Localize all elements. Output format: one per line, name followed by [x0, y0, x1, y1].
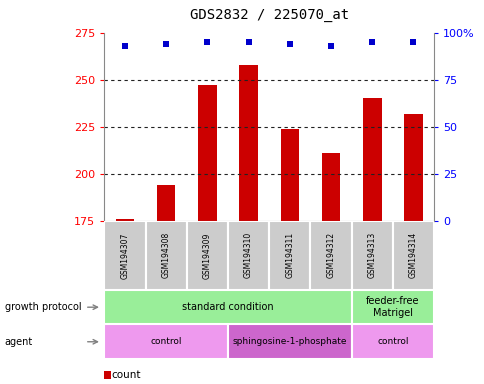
Text: standard condition: standard condition [182, 302, 273, 312]
Text: GDS2832 / 225070_at: GDS2832 / 225070_at [189, 8, 348, 22]
Text: agent: agent [5, 337, 33, 347]
Text: GSM194312: GSM194312 [326, 232, 335, 278]
Point [203, 39, 211, 45]
Text: GSM194307: GSM194307 [120, 232, 129, 278]
Text: GSM194308: GSM194308 [161, 232, 170, 278]
Text: feeder-free
Matrigel: feeder-free Matrigel [365, 296, 419, 318]
Text: GSM194310: GSM194310 [243, 232, 253, 278]
Bar [104, 221, 145, 290]
Point [244, 39, 252, 45]
Bar [321, 153, 340, 221]
Bar [351, 290, 433, 324]
Bar [392, 221, 433, 290]
Text: GSM194314: GSM194314 [408, 232, 417, 278]
Point [121, 43, 129, 49]
Bar [115, 219, 134, 221]
Bar [403, 114, 422, 221]
Bar [145, 221, 186, 290]
Point [162, 41, 169, 47]
Text: GSM194311: GSM194311 [285, 232, 294, 278]
Text: GSM194313: GSM194313 [367, 232, 376, 278]
Bar [197, 85, 216, 221]
Bar [269, 221, 310, 290]
Bar [227, 221, 269, 290]
Bar [156, 185, 175, 221]
Point [326, 43, 334, 49]
Text: GSM194309: GSM194309 [202, 232, 212, 278]
Bar [310, 221, 351, 290]
Bar [239, 65, 257, 221]
Text: growth protocol: growth protocol [5, 302, 81, 312]
Bar [186, 221, 227, 290]
Bar [280, 129, 299, 221]
Bar [104, 324, 227, 359]
Bar [362, 98, 381, 221]
Text: count: count [111, 370, 141, 380]
Point [285, 41, 293, 47]
Point [368, 39, 376, 45]
Text: sphingosine-1-phosphate: sphingosine-1-phosphate [232, 337, 347, 346]
Text: control: control [377, 337, 408, 346]
Point [408, 39, 416, 45]
Bar [104, 371, 110, 379]
Bar [351, 221, 392, 290]
Bar [351, 324, 433, 359]
Bar [227, 324, 351, 359]
Bar [104, 290, 351, 324]
Text: control: control [150, 337, 182, 346]
